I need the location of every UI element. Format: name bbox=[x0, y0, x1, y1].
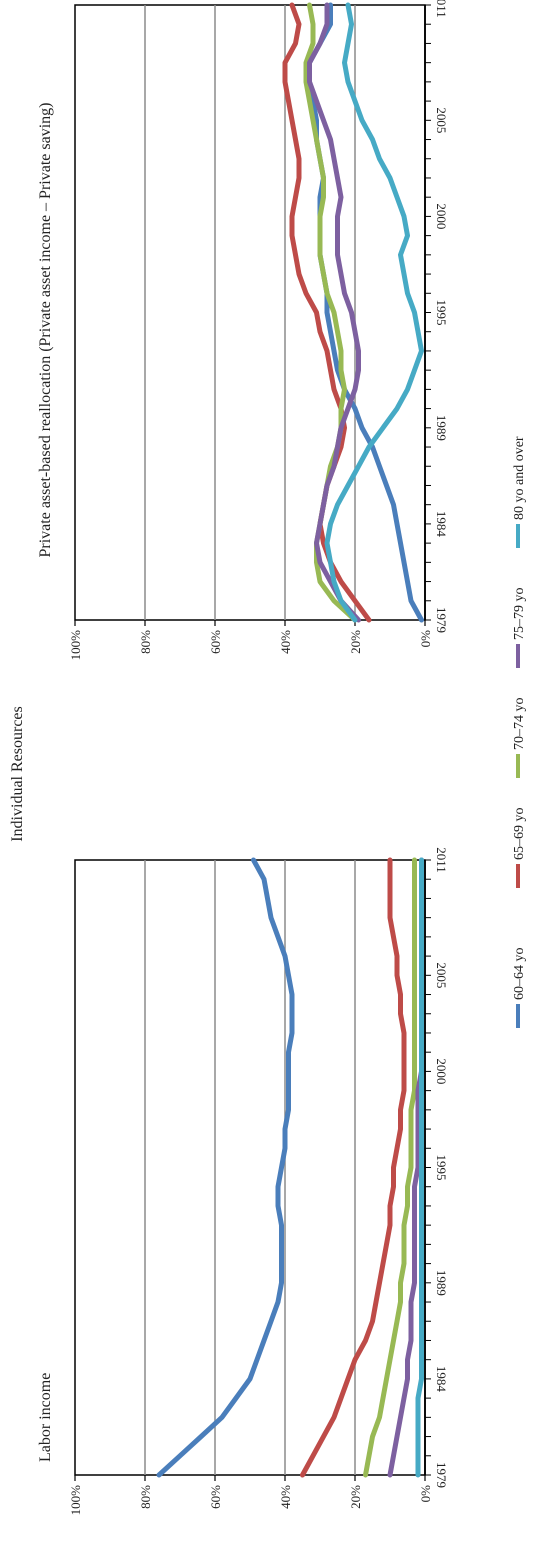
value-tick-label: 20% bbox=[348, 630, 363, 654]
value-tick-label: 0% bbox=[418, 630, 433, 648]
year-tick-label: 1995 bbox=[434, 300, 449, 326]
chart-panel-asset-reallocation: 0% 20% 40% 60% 80% 100% 1979 1984 1989 1995 2000 20… bbox=[37, 0, 449, 660]
year-tick-label: 1979 bbox=[434, 607, 449, 633]
series-line-80-yo-and-over bbox=[415, 857, 424, 1478]
value-tick-label: 40% bbox=[278, 1485, 293, 1509]
figure-title: Individual Resources bbox=[9, 706, 26, 842]
legend-label: 65–69 yo bbox=[512, 808, 527, 861]
year-tick-label: 1984 bbox=[434, 1366, 449, 1393]
year-tick-label: 1995 bbox=[434, 1155, 449, 1181]
legend-item-75-79-yo: 75–79 yo bbox=[512, 588, 527, 668]
year-tick-label: 2000 bbox=[434, 1058, 449, 1084]
legend-label: 80 yo and over bbox=[512, 436, 527, 520]
legend-label: 70–74 yo bbox=[512, 698, 527, 751]
year-tick-label: 1989 bbox=[434, 415, 449, 441]
legend-label: 60–64 yo bbox=[512, 948, 527, 1001]
chart-title: Labor income bbox=[37, 1373, 54, 1462]
chart-panel-labor-income: 0% 20% 40% 60% 80% 100% 1979 1984 1989 1995 2000 20… bbox=[37, 847, 449, 1515]
value-tick-label: 20% bbox=[348, 1485, 363, 1509]
year-tick-label: 2011 bbox=[434, 0, 449, 18]
series-line-80-yo-and-over bbox=[324, 2, 424, 623]
legend-item-65-69-yo: 65–69 yo bbox=[512, 808, 527, 888]
series-line-75-79-yo bbox=[307, 2, 361, 623]
value-tick-label: 40% bbox=[278, 630, 293, 654]
legend: 60–64 yo 65–69 yo 70–74 yo 75–79 yo 80 yo an… bbox=[512, 436, 527, 1028]
year-tick-label: 2005 bbox=[434, 107, 449, 133]
year-tick-label: 1989 bbox=[434, 1270, 449, 1296]
year-tick-label: 2011 bbox=[434, 847, 449, 873]
year-tick-label: 1979 bbox=[434, 1462, 449, 1488]
legend-item-60-64-yo: 60–64 yo bbox=[512, 948, 527, 1028]
series-line-65-69-yo bbox=[300, 857, 407, 1478]
value-tick-label: 100% bbox=[68, 1485, 83, 1516]
series-line-60-64-yo bbox=[307, 2, 424, 623]
value-tick-label: 100% bbox=[68, 630, 83, 661]
series-line-70-74-yo bbox=[363, 857, 417, 1478]
value-tick-label: 80% bbox=[138, 630, 153, 654]
year-tick-label: 2005 bbox=[434, 962, 449, 988]
chart-title: Private asset-based reallocation (Privat… bbox=[37, 103, 54, 558]
value-tick-label: 60% bbox=[208, 1485, 223, 1509]
value-tick-label: 0% bbox=[418, 1485, 433, 1503]
legend-label: 75–79 yo bbox=[512, 588, 527, 641]
legend-item-80-yo-and-over: 80 yo and over bbox=[512, 436, 527, 548]
series-line-60-64-yo bbox=[156, 857, 295, 1478]
plot-area bbox=[74, 4, 426, 621]
legend-item-70-74-yo: 70–74 yo bbox=[512, 698, 527, 778]
value-tick-label: 80% bbox=[138, 1485, 153, 1509]
year-tick-label: 2000 bbox=[434, 203, 449, 229]
value-tick-label: 60% bbox=[208, 630, 223, 654]
year-tick-label: 1984 bbox=[434, 511, 449, 538]
